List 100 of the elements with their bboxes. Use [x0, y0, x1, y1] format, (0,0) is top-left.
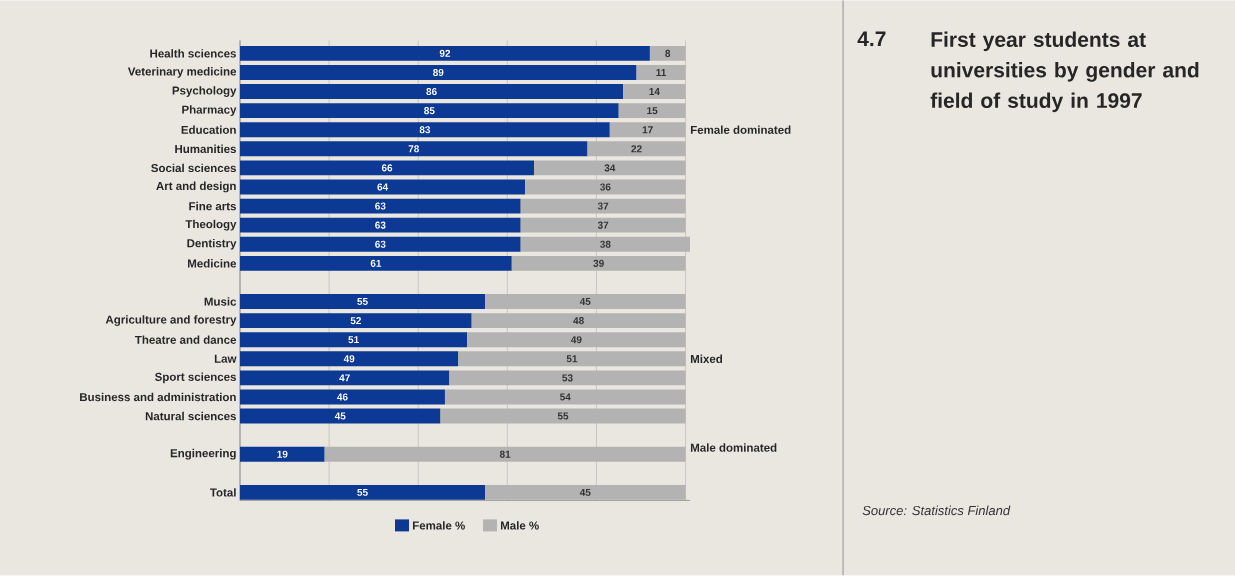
- y-tick-label: Theology: [185, 219, 237, 231]
- data-label: 89: [433, 69, 444, 77]
- bar: [240, 446, 325, 462]
- data-label: 11: [656, 69, 667, 76]
- y-tick-label: Art and design: [156, 181, 236, 193]
- legend-label: Male %: [500, 521, 539, 530]
- data-label: 51: [348, 336, 359, 344]
- data-label: 14: [649, 88, 660, 96]
- bar: [240, 255, 512, 271]
- data-label: 64: [377, 183, 389, 191]
- y-tick-label: Law: [214, 354, 237, 363]
- bar: [609, 122, 686, 138]
- text: Female dominated: [690, 125, 791, 135]
- data-label: 47: [339, 374, 350, 382]
- bar: [440, 408, 686, 424]
- bar: [324, 446, 686, 462]
- bar: [240, 46, 650, 61]
- source-note: Source: Statistics Finland: [862, 505, 1011, 516]
- bar: [240, 389, 445, 405]
- bar: [485, 485, 686, 500]
- data-label: 55: [557, 412, 569, 420]
- data-label: 49: [570, 336, 582, 344]
- data-label: 55: [357, 488, 368, 496]
- bar: [240, 370, 450, 386]
- bar: [458, 351, 686, 367]
- bar: [467, 332, 686, 348]
- bar: [240, 198, 521, 214]
- bar: [444, 389, 686, 405]
- bar: [623, 84, 686, 100]
- data-label: 54: [560, 393, 571, 401]
- data-label: 37: [597, 221, 609, 229]
- data-label: 45: [334, 412, 346, 420]
- y-tick-label: Theatre and dance: [134, 335, 237, 344]
- data-label: 63: [375, 221, 386, 229]
- data-label: 86: [426, 88, 437, 96]
- bar: [240, 236, 521, 252]
- data-label: 15: [647, 107, 658, 115]
- data-label: 81: [499, 450, 511, 458]
- data-label: 78: [408, 145, 420, 153]
- y-tick-label: Psychology: [172, 86, 237, 98]
- bar: [240, 122, 610, 138]
- data-label: 46: [337, 393, 348, 401]
- bar: [240, 485, 486, 500]
- bar: [525, 179, 686, 195]
- data-label: 19: [277, 450, 288, 458]
- y-tick-label: Social sciences: [151, 163, 236, 173]
- y-tick-label: Music: [204, 297, 237, 306]
- data-label: 39: [593, 259, 604, 267]
- data-label: 52: [350, 317, 361, 325]
- bar: [240, 332, 468, 348]
- data-label: 34: [604, 164, 616, 172]
- data-label: 45: [579, 488, 591, 496]
- y-tick-label: Natural sciences: [145, 411, 236, 421]
- bar: [240, 351, 459, 367]
- data-label: 63: [375, 202, 386, 210]
- y-tick-label: Fine arts: [189, 201, 236, 211]
- y-tick-label: Veterinary medicine: [127, 67, 237, 78]
- bar: [240, 217, 521, 233]
- bar: [534, 160, 686, 176]
- y-tick-label: Total: [209, 488, 236, 497]
- data-label: 53: [562, 374, 573, 382]
- bar: [520, 198, 686, 214]
- data-label: 22: [631, 145, 642, 153]
- y-tick-label: Dentistry: [187, 238, 237, 250]
- text: Mixed: [690, 354, 723, 364]
- bar: [649, 46, 686, 61]
- bar: [449, 370, 686, 386]
- data-label: 38: [600, 240, 611, 248]
- text: First year students at universities by gender and field of study in 1997: [930, 31, 1199, 113]
- legend-label: Female %: [412, 521, 465, 530]
- bar: [471, 313, 686, 329]
- data-label: 8: [665, 49, 671, 58]
- bar: [520, 236, 691, 252]
- bar: [587, 141, 686, 157]
- bar: [240, 103, 619, 119]
- bar: [240, 141, 588, 157]
- y-tick-label: Business and administration: [80, 392, 236, 402]
- data-label: 63: [375, 240, 386, 248]
- bar: [240, 179, 526, 195]
- y-tick-label: Health sciences: [150, 49, 236, 58]
- data-label: 36: [600, 183, 611, 191]
- data-label: 61: [370, 259, 382, 267]
- data-label: 49: [343, 355, 355, 363]
- data-label: 55: [357, 298, 368, 306]
- text: Male dominated: [690, 443, 777, 452]
- bar: [240, 313, 472, 329]
- data-label: 92: [439, 49, 451, 58]
- data-label: 83: [419, 126, 431, 134]
- data-label: 45: [579, 298, 591, 306]
- y-tick-label: Engineering: [170, 448, 236, 460]
- bar: [618, 103, 686, 119]
- y-tick-label: Education: [181, 125, 236, 135]
- data-label: 48: [573, 317, 584, 325]
- y-tick-label: Agriculture and forestry: [105, 315, 237, 327]
- data-label: 51: [566, 355, 578, 363]
- bar: [485, 294, 686, 310]
- bar: [240, 84, 624, 100]
- bar: [240, 294, 486, 310]
- bar: [240, 65, 637, 80]
- y-tick-label: Medicine: [188, 259, 237, 268]
